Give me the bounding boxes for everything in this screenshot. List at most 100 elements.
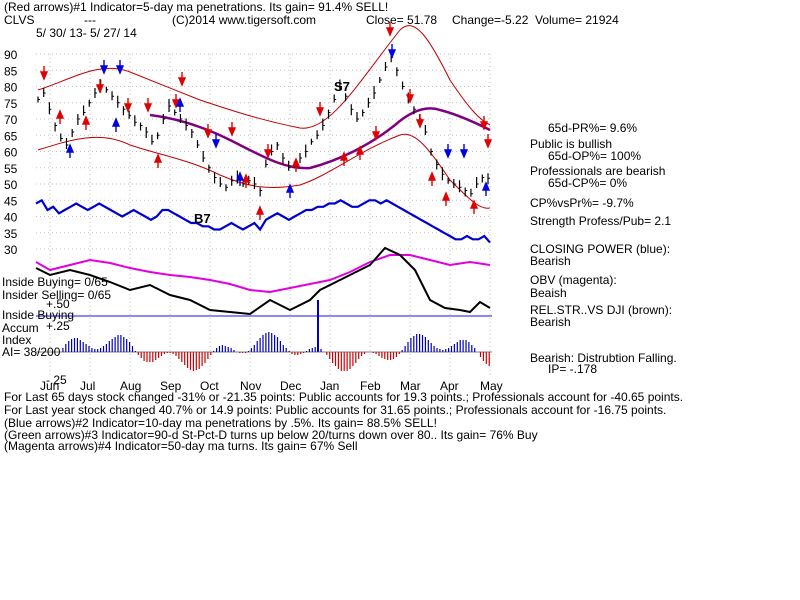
sell-arrow (387, 44, 397, 59)
x-tick-label: Nov (240, 379, 261, 393)
sell-arrow (415, 114, 425, 129)
sell-arrow (39, 66, 49, 81)
y-tick-label: 55 (4, 162, 18, 176)
sell-arrow (99, 60, 109, 75)
signal-arrows (39, 22, 493, 220)
footer-65-days: For Last 65 days stock changed -31% or -… (4, 390, 684, 404)
minus-25: -.25 (46, 373, 67, 387)
sell-arrow (123, 98, 133, 113)
buy-arrow (235, 171, 245, 186)
closing-power (35, 198, 491, 244)
sell-arrow (203, 124, 213, 139)
y-tick-label: 65 (4, 129, 18, 143)
buy-arrow (285, 183, 295, 198)
buy-arrow (175, 97, 185, 112)
x-tick-label: Jun (40, 379, 59, 393)
obv-line (35, 254, 491, 294)
public-bullish: Public is bullish (530, 137, 613, 151)
buy-arrow (441, 191, 451, 206)
buy-arrow (469, 199, 479, 214)
upper-band (37, 25, 491, 129)
obv-value: Beaish (530, 286, 567, 300)
buy-arrow (153, 153, 163, 168)
sell-arrow (385, 22, 395, 37)
closing-power-value: Bearish (530, 254, 571, 268)
sell-arrow (443, 144, 453, 159)
inside-buying: Inside Buying= 0/65 (2, 275, 108, 289)
x-tick-label: Mar (400, 379, 421, 393)
x-axis-ticks: Jun Jul Aug Sep Oct Nov Dec Jan Feb Mar Apr May (40, 379, 503, 393)
buy-arrow (111, 117, 121, 132)
ip-value: IP= -.178 (548, 362, 598, 376)
lower-band (37, 133, 491, 209)
ai-label: AI= 38/200 (2, 345, 61, 359)
indicator-1-line: (Red arrows)#1 Indicator=5-day ma penetr… (4, 0, 389, 14)
relstr-value: Bearish (530, 315, 571, 329)
buy-arrow (481, 181, 491, 196)
volume: Volume= 21924 (535, 13, 619, 27)
closing-power-line (35, 198, 491, 244)
y-tick-label: 80 (4, 81, 18, 95)
x-tick-label: Apr (440, 379, 459, 393)
strength: Strength Profess/Pub= 2.1 (530, 214, 672, 228)
sell-arrow (405, 89, 415, 104)
sell-arrow (143, 98, 153, 113)
sell-arrow (177, 72, 187, 87)
x-tick-label: Jan (320, 379, 339, 393)
accumulation-bars (62, 300, 490, 371)
ma-50 (149, 107, 491, 170)
footer-blue-arrows: (Blue arrows)#2 Indicator=10-day ma pene… (4, 416, 437, 430)
cp-value: 65d-CP%= 0% (548, 176, 628, 190)
date-range: 5/ 30/ 13- 5/ 27/ 14 (36, 26, 137, 40)
close-price: Close= 51.78 (366, 13, 438, 27)
sell-arrow (483, 134, 493, 149)
sell-arrow (315, 102, 325, 117)
buy-arrow (339, 151, 349, 166)
y-tick-label: 75 (4, 97, 18, 111)
x-tick-label: May (480, 379, 503, 393)
closing-power-label: CLOSING POWER (blue): (530, 242, 671, 256)
buy-arrow (427, 171, 437, 186)
sell-arrow (371, 126, 381, 141)
x-tick-label: Feb (360, 379, 381, 393)
bearish-distribution: Bearish: Distrubtion Falling. (530, 351, 677, 365)
accum-label: Accum (2, 321, 39, 335)
x-tick-label: Dec (280, 379, 301, 393)
x-tick-label: Jul (80, 379, 95, 393)
y-tick-label: 90 (4, 48, 18, 62)
footer-last-year: For Last year stock changed 40.7% or 14.… (4, 403, 667, 417)
cpvspr: CP%vsPr%= -9.7% (530, 196, 634, 210)
sell-arrow (227, 122, 237, 137)
buy-arrow (65, 143, 75, 158)
plus-50: +.50 (46, 297, 70, 311)
y-tick-label: 40 (4, 211, 18, 225)
index-label: Index (2, 333, 32, 347)
op-value: 65d-OP%= 100% (548, 149, 642, 163)
y-tick-label: 35 (4, 227, 18, 241)
sell-arrow (479, 116, 489, 131)
copyright: (C)2014 www.tigersoft.com (172, 13, 317, 27)
relstr-label: REL.STR..VS DJI (brown): (530, 303, 673, 317)
y-axis-ticks: 90 85 80 75 70 65 60 55 50 45 40 35 30 (4, 48, 18, 257)
x-tick-label: Aug (120, 379, 141, 393)
y-tick-label: 50 (4, 178, 18, 192)
y-tick-label: 45 (4, 194, 18, 208)
x-tick-label: Sep (160, 379, 182, 393)
s7-label: S7 (334, 79, 350, 94)
obv-label: OBV (magenta): (530, 273, 617, 287)
inside-buying-2: Inside Buying (2, 308, 75, 322)
footer-green-arrows: (Green arrows)#3 Indicator=90-d St-Pct-D… (4, 428, 538, 442)
insider-selling: Insider Selling= 0/65 (2, 288, 112, 302)
sell-arrow (115, 60, 125, 75)
y-tick-label: 60 (4, 146, 18, 160)
y-tick-label: 30 (4, 243, 18, 257)
prof-bearish: Professionals are bearish (530, 164, 666, 178)
dashes: --- (84, 13, 96, 27)
x-tick-label: Oct (200, 379, 219, 393)
symbol: CLVS (4, 13, 35, 27)
rel-strength-line (35, 246, 491, 316)
buy-arrow (291, 157, 301, 172)
y-tick-label: 70 (4, 113, 18, 127)
y-tick-label: 85 (4, 64, 18, 78)
sell-arrow (263, 144, 273, 159)
